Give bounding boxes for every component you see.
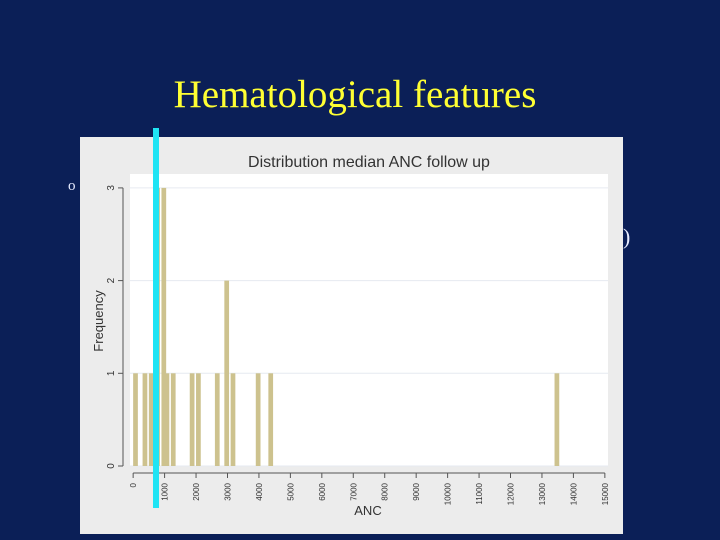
histogram-bar bbox=[142, 373, 148, 466]
plot-area bbox=[130, 174, 608, 466]
y-axis-label: Frequency bbox=[91, 290, 106, 352]
histogram-bar bbox=[164, 373, 170, 466]
x-tick-label: 11000 bbox=[475, 482, 484, 504]
histogram-bar bbox=[170, 373, 176, 466]
x-axis-label: ANC bbox=[354, 503, 381, 518]
x-tick-label: 2000 bbox=[192, 482, 201, 500]
x-tick-label: 12000 bbox=[507, 482, 516, 505]
histogram-bar bbox=[214, 373, 220, 466]
x-tick-label: 13000 bbox=[538, 482, 547, 505]
histogram-bar bbox=[133, 373, 138, 466]
slide-title: Hematological features bbox=[173, 73, 537, 116]
histogram-bar bbox=[196, 373, 201, 466]
x-tick-label: 0 bbox=[129, 482, 138, 487]
histogram-bar bbox=[161, 187, 167, 466]
highlight-marker-line bbox=[153, 128, 159, 508]
x-tick-label: 15000 bbox=[601, 482, 610, 505]
x-tick-label: 9000 bbox=[412, 482, 421, 500]
y-tick-label: 2 bbox=[106, 277, 117, 283]
axes: 0 1 2 3 0 1000 2000 3000 4000 5000 6000 7000 8000 900… bbox=[106, 185, 610, 506]
histogram-bar bbox=[189, 373, 195, 466]
histogram-chart: Distribution median ANC follow up 0 1 2 3 0 1… bbox=[80, 137, 623, 534]
y-tick-label: 3 bbox=[106, 185, 117, 191]
x-tick-label: 3000 bbox=[223, 482, 232, 500]
histogram-bar bbox=[148, 373, 154, 466]
x-tick-label: 4000 bbox=[255, 482, 264, 500]
x-tick-label: 1000 bbox=[161, 482, 170, 500]
chart-panel: Distribution median ANC follow up 0 1 2 3 0 1… bbox=[80, 137, 623, 534]
histogram-bar bbox=[268, 373, 274, 466]
y-tick-label: 0 bbox=[106, 463, 117, 469]
histogram-bar bbox=[554, 373, 560, 466]
left-text-fragment: o bbox=[68, 178, 76, 194]
histogram-bar bbox=[255, 373, 261, 466]
x-tick-label: 8000 bbox=[381, 482, 390, 500]
histogram-bar bbox=[230, 373, 236, 466]
x-tick-label: 7000 bbox=[349, 482, 358, 500]
x-tick-label: 6000 bbox=[318, 482, 327, 500]
histogram-bar bbox=[224, 280, 230, 466]
x-tick-label: 14000 bbox=[569, 482, 578, 505]
x-tick-label: 5000 bbox=[286, 482, 295, 500]
chart-title: Distribution median ANC follow up bbox=[248, 154, 490, 171]
y-tick-label: 1 bbox=[106, 370, 117, 376]
x-tick-label: 10000 bbox=[444, 482, 453, 505]
gridlines bbox=[130, 187, 608, 467]
